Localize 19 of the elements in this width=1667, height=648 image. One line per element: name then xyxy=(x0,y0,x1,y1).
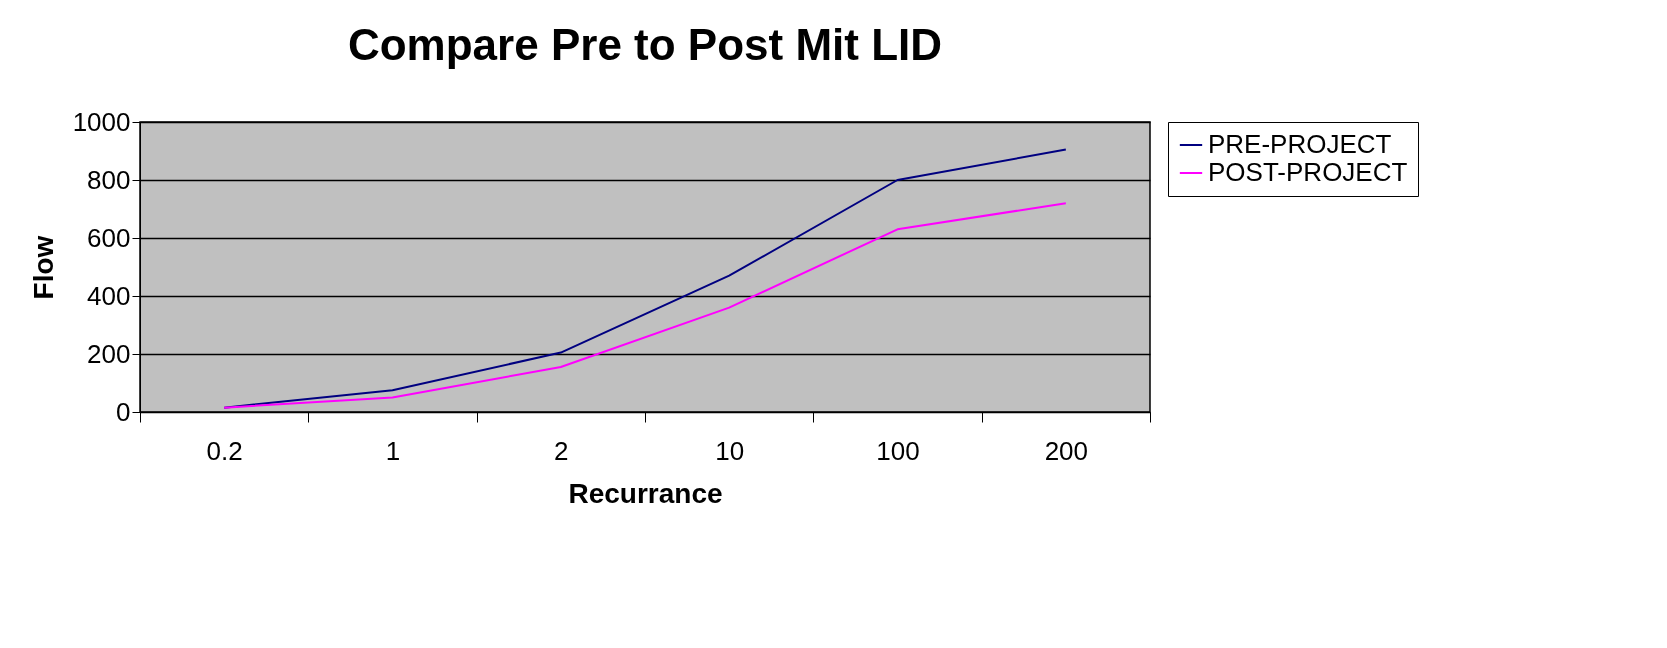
x-tick-label: 200 xyxy=(1044,435,1089,466)
y-tick-label: 200 xyxy=(87,338,131,369)
y-tick-label: 800 xyxy=(87,164,131,195)
x-tick-label: 100 xyxy=(876,435,920,466)
line-series xyxy=(223,148,1067,409)
x-tick-label: 1 xyxy=(385,435,401,466)
y-tick-label: 0 xyxy=(116,396,131,427)
y-tick-label: 1000 xyxy=(72,106,131,137)
x-tick-label: 2 xyxy=(554,435,569,466)
y-axis-title: Flow xyxy=(27,235,59,300)
y-tick-label: 400 xyxy=(87,280,131,311)
legend-label: POST-PROJECT xyxy=(1208,157,1408,187)
line-series xyxy=(223,202,1067,409)
x-tick-label: 10 xyxy=(715,435,745,466)
x-tick-label: 0.2 xyxy=(206,435,243,466)
chart-title: Compare Pre to Post Mit LID xyxy=(347,20,943,69)
y-tick-label: 600 xyxy=(87,222,131,253)
legend-label: PRE-PROJECT xyxy=(1208,129,1392,159)
x-axis-title: Recurrance xyxy=(568,477,723,509)
